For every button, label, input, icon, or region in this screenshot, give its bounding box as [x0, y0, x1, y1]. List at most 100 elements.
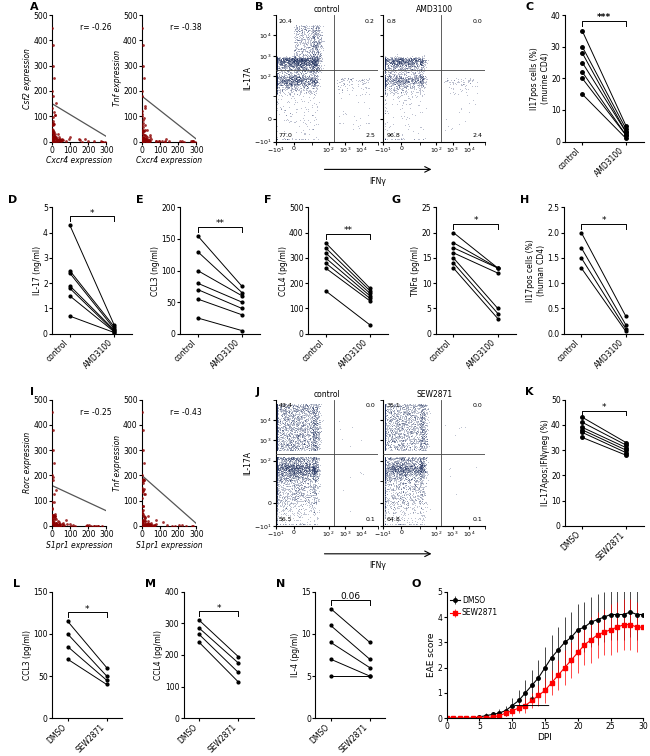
Point	[277, 133, 287, 145]
Point	[411, 426, 421, 438]
Point	[276, 468, 286, 480]
Point	[284, 406, 294, 418]
Point	[410, 400, 421, 412]
Point	[312, 417, 322, 429]
Point	[272, 78, 283, 90]
Point	[289, 53, 300, 65]
Point	[299, 73, 309, 85]
Point	[380, 425, 390, 437]
Point	[401, 482, 411, 494]
Point	[287, 467, 297, 479]
Point	[307, 472, 318, 485]
Point	[310, 507, 320, 519]
Point	[285, 488, 295, 500]
Point	[272, 417, 283, 429]
Point	[316, 425, 326, 437]
Point	[312, 104, 322, 116]
Point	[302, 64, 313, 76]
Point	[281, 54, 292, 66]
Point	[359, 95, 369, 107]
Point	[272, 420, 283, 432]
Point	[307, 463, 318, 476]
Point	[309, 39, 320, 51]
Point	[418, 76, 428, 88]
Point	[286, 67, 296, 79]
Point	[309, 410, 320, 422]
Point	[386, 452, 396, 464]
Point	[292, 78, 302, 90]
Point	[282, 417, 293, 429]
Point	[419, 72, 429, 84]
Point	[380, 429, 390, 441]
Point	[299, 75, 309, 87]
Point	[284, 61, 294, 73]
Point	[386, 57, 396, 69]
Point	[292, 473, 302, 485]
Point	[289, 73, 300, 85]
Point	[310, 476, 320, 488]
Point	[281, 460, 291, 472]
Point	[310, 466, 320, 478]
Point	[286, 443, 296, 455]
Point	[292, 55, 303, 67]
Point	[406, 54, 416, 66]
Point	[291, 75, 302, 87]
Point	[278, 451, 289, 463]
Point	[309, 421, 319, 433]
Point	[293, 422, 304, 434]
Point	[291, 69, 301, 81]
Point	[279, 57, 289, 69]
Point	[142, 135, 153, 147]
Point	[305, 464, 315, 476]
Point	[286, 70, 296, 82]
Point	[311, 100, 322, 112]
Point	[292, 491, 303, 503]
Point	[401, 473, 411, 485]
Point	[304, 72, 315, 84]
Point	[307, 464, 318, 476]
Point	[387, 404, 397, 417]
Point	[272, 415, 283, 427]
Point	[305, 468, 315, 480]
Point	[307, 461, 318, 473]
Point	[384, 406, 395, 418]
Point	[285, 437, 296, 449]
Point	[296, 438, 306, 450]
Point	[384, 405, 394, 417]
Point	[272, 444, 283, 456]
Point	[412, 64, 423, 76]
Point	[311, 22, 321, 34]
Point	[385, 405, 395, 417]
Point	[380, 509, 390, 521]
Point	[380, 133, 390, 145]
Point	[272, 507, 283, 519]
Point	[281, 479, 292, 491]
Point	[358, 73, 368, 85]
Point	[297, 407, 307, 419]
Point	[300, 466, 310, 478]
Point	[301, 29, 311, 41]
Point	[417, 417, 428, 429]
Point	[307, 462, 318, 474]
Point	[421, 78, 432, 90]
Point	[296, 60, 307, 72]
Point	[300, 457, 310, 469]
Point	[280, 453, 290, 465]
Point	[307, 48, 318, 60]
Point	[380, 72, 390, 84]
Point	[413, 98, 423, 110]
Point	[403, 59, 413, 71]
Point	[380, 457, 390, 469]
Point	[380, 424, 390, 436]
Point	[297, 133, 307, 145]
Point	[412, 481, 423, 493]
Point	[419, 463, 429, 476]
Point	[415, 442, 425, 454]
Point	[283, 73, 294, 85]
Point	[310, 439, 320, 451]
Point	[307, 465, 317, 477]
Point	[415, 476, 426, 488]
Point	[272, 465, 283, 477]
Point	[307, 62, 317, 74]
Point	[399, 398, 410, 411]
